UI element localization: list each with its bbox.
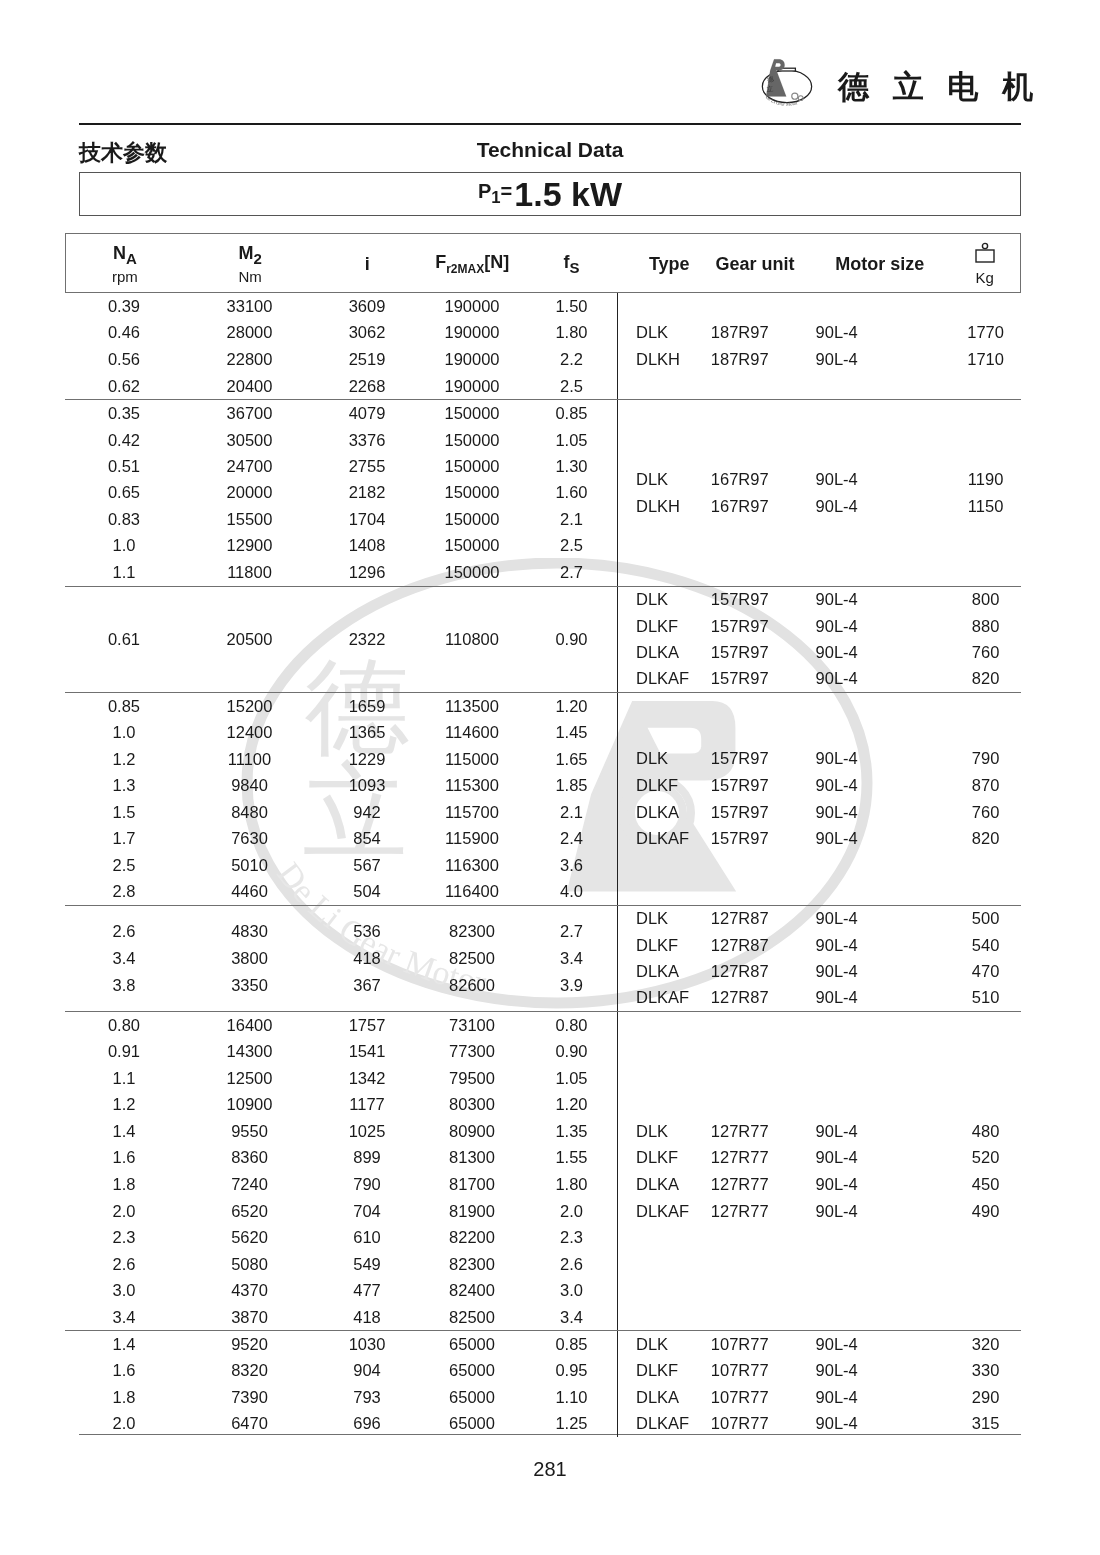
svg-text:立: 立 (766, 85, 774, 93)
svg-text:De Li Gear Motor: De Li Gear Motor (765, 95, 799, 107)
